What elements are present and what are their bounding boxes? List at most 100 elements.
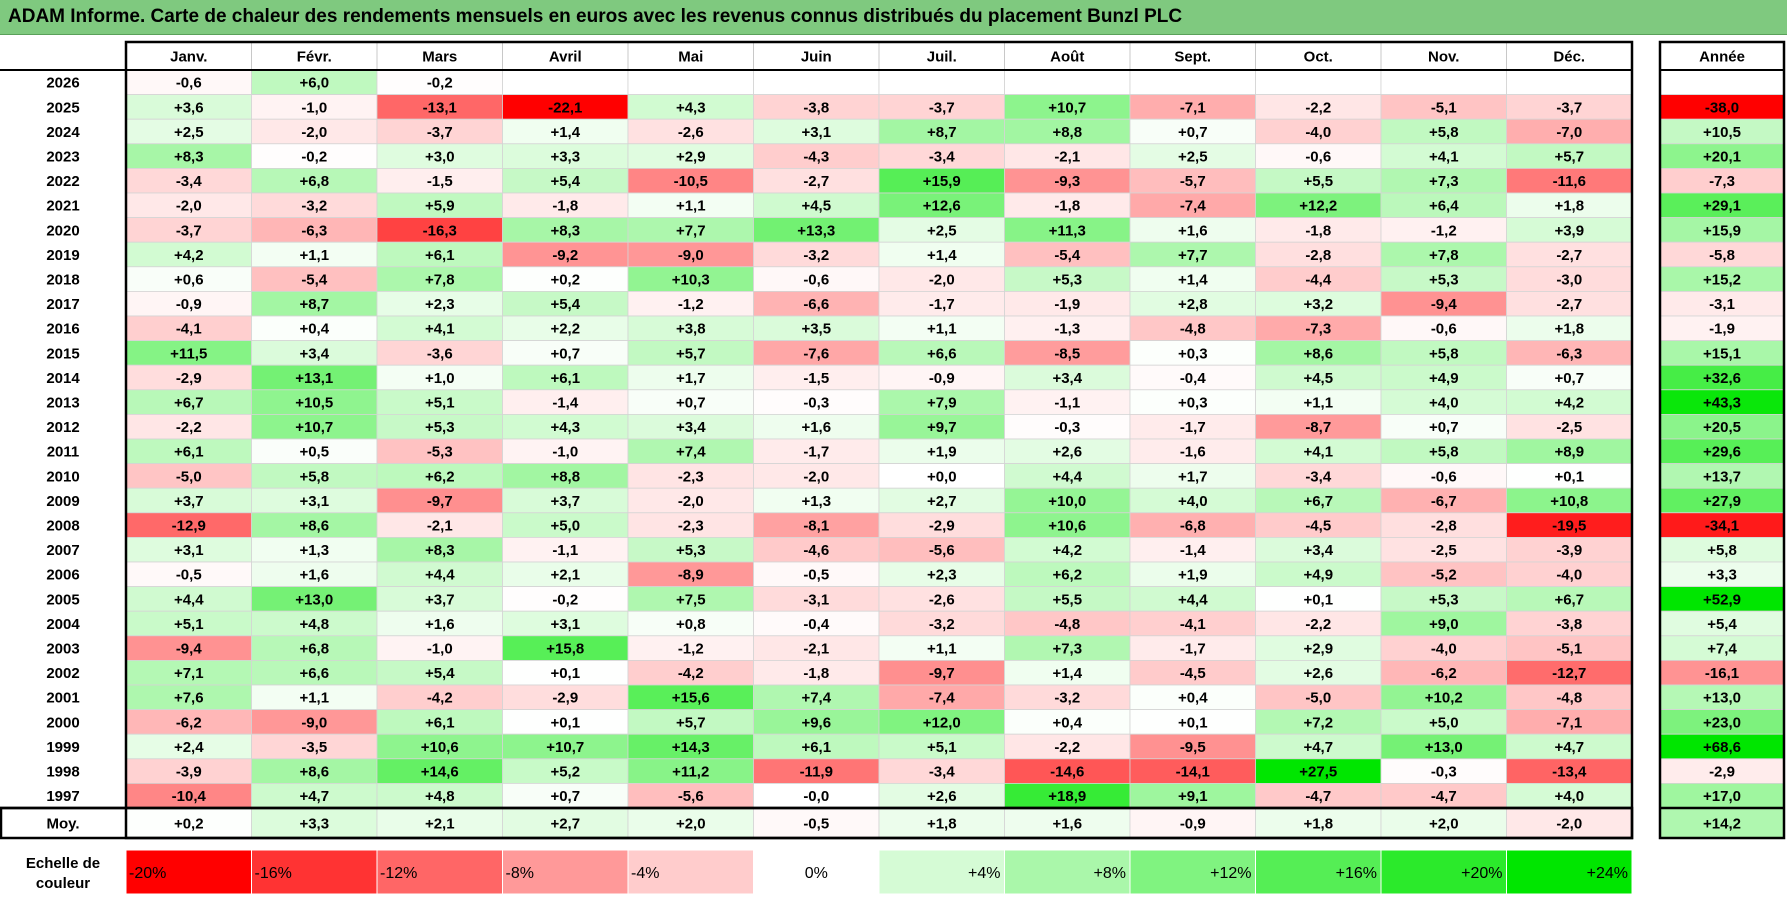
heat-cell	[1255, 340, 1382, 366]
heat-value: -3,8	[1556, 616, 1582, 633]
heat-cell	[1380, 660, 1507, 686]
heat-cell	[753, 610, 880, 637]
heat-value: +3,1	[299, 493, 329, 510]
heat-value: -1,6	[1180, 444, 1206, 461]
heat-cell	[1380, 709, 1507, 735]
heat-value: +5,3	[425, 419, 455, 436]
heat-cell	[1506, 709, 1633, 735]
heat-value: -2,5	[1556, 419, 1582, 436]
heat-cell	[1004, 389, 1131, 415]
heat-value: -14,6	[1050, 764, 1084, 781]
heat-value: +2,6	[1052, 444, 1082, 461]
heat-value: -9,0	[301, 714, 327, 731]
average-cell	[1255, 807, 1382, 839]
heat-cell	[753, 389, 880, 415]
scale-stop-label: -12%	[380, 865, 417, 882]
heat-cell	[502, 241, 629, 268]
annual-cell	[1659, 315, 1785, 342]
heat-value: +10,0	[1048, 493, 1086, 510]
heat-cell	[1255, 167, 1382, 194]
heat-value: +5,1	[425, 395, 455, 412]
heat-value: +6,4	[1429, 198, 1459, 215]
heat-cell	[878, 783, 1005, 809]
heat-cell	[627, 487, 754, 514]
average-label: Moy.	[46, 815, 79, 832]
heat-value: +3,3	[550, 149, 580, 166]
heat-cell	[125, 364, 252, 391]
heat-value: +9,6	[801, 714, 831, 731]
heat-cell	[1255, 118, 1382, 145]
heat-value: +5,8	[1429, 345, 1459, 362]
heat-value: -1,7	[1180, 641, 1206, 658]
heat-cell	[1380, 340, 1507, 366]
heat-cell	[627, 69, 754, 96]
heat-cell	[376, 340, 503, 366]
heat-value: +1,1	[299, 247, 329, 264]
heat-value: +10,7	[546, 739, 584, 756]
heat-value: +4,7	[299, 788, 329, 805]
month-header: Oct.	[1304, 48, 1333, 65]
heat-value: +6,2	[425, 468, 455, 485]
heat-value: +6,1	[425, 714, 455, 731]
heat-cell	[376, 512, 503, 538]
month-header: Déc.	[1553, 48, 1585, 65]
heat-cell	[1380, 290, 1507, 317]
month-header: Mai	[678, 48, 703, 65]
scale-stop-label: +16%	[1336, 865, 1377, 882]
annual-value: +5,4	[1707, 616, 1737, 633]
heat-value: -1,9	[1054, 296, 1080, 313]
annual-value: +52,9	[1703, 591, 1741, 608]
heat-value: +4,9	[1429, 370, 1459, 387]
heat-value: +8,3	[425, 542, 455, 559]
heat-value: +5,8	[1429, 444, 1459, 461]
month-header: Mars	[422, 48, 457, 65]
heat-value: +8,6	[299, 518, 329, 535]
heat-value: -14,1	[1176, 764, 1210, 781]
heat-cell	[753, 512, 880, 538]
heat-value: +10,6	[421, 739, 459, 756]
heat-value: -2,2	[1305, 616, 1331, 633]
heat-value: +5,4	[550, 173, 580, 190]
heat-cell	[1004, 192, 1131, 219]
heat-value: +7,4	[801, 690, 831, 707]
heat-cell	[1506, 192, 1633, 219]
heat-cell	[502, 438, 629, 465]
heat-cell	[376, 217, 503, 243]
scale-swatch	[1004, 849, 1131, 895]
heat-value: +4,5	[801, 198, 831, 215]
heat-cell	[502, 537, 629, 563]
annual-cell	[1659, 241, 1785, 268]
title-bar: ADAM Informe. Carte de chaleur des rende…	[0, 0, 1787, 35]
heat-cell	[1380, 167, 1507, 194]
heat-cell	[251, 290, 378, 317]
heat-value: +5,5	[1303, 173, 1333, 190]
heat-cell	[502, 684, 629, 711]
heat-value: +10,5	[295, 395, 333, 412]
heat-value: +4,3	[550, 419, 580, 436]
scale-swatch	[1380, 849, 1507, 895]
scale-stop-label: +24%	[1587, 865, 1628, 882]
year-label: 2009	[46, 493, 79, 510]
heat-value: -2,6	[929, 591, 955, 608]
average-value: +2,0	[1429, 815, 1459, 832]
annual-header: Année	[1699, 48, 1745, 65]
annual-value: -16,1	[1705, 665, 1739, 682]
heat-value: +5,3	[676, 542, 706, 559]
average-value: +2,0	[676, 815, 706, 832]
heat-value: +8,6	[1303, 345, 1333, 362]
year-label: 2010	[46, 468, 79, 485]
heat-value: +4,4	[1052, 468, 1082, 485]
heat-value: +4,3	[676, 99, 706, 116]
month-header: Avril	[549, 48, 582, 65]
heat-value: +5,7	[676, 345, 706, 362]
heat-value: +13,0	[295, 591, 333, 608]
month-header: Juin	[801, 48, 832, 65]
average-cell	[251, 807, 378, 839]
heat-cell	[1506, 315, 1633, 342]
average-value: -0,9	[1180, 815, 1206, 832]
annual-value: +17,0	[1703, 788, 1741, 805]
heat-cell	[251, 94, 378, 120]
scale-swatch	[251, 849, 378, 895]
annual-cell	[1659, 660, 1785, 686]
heat-value: -2,8	[1305, 247, 1331, 264]
